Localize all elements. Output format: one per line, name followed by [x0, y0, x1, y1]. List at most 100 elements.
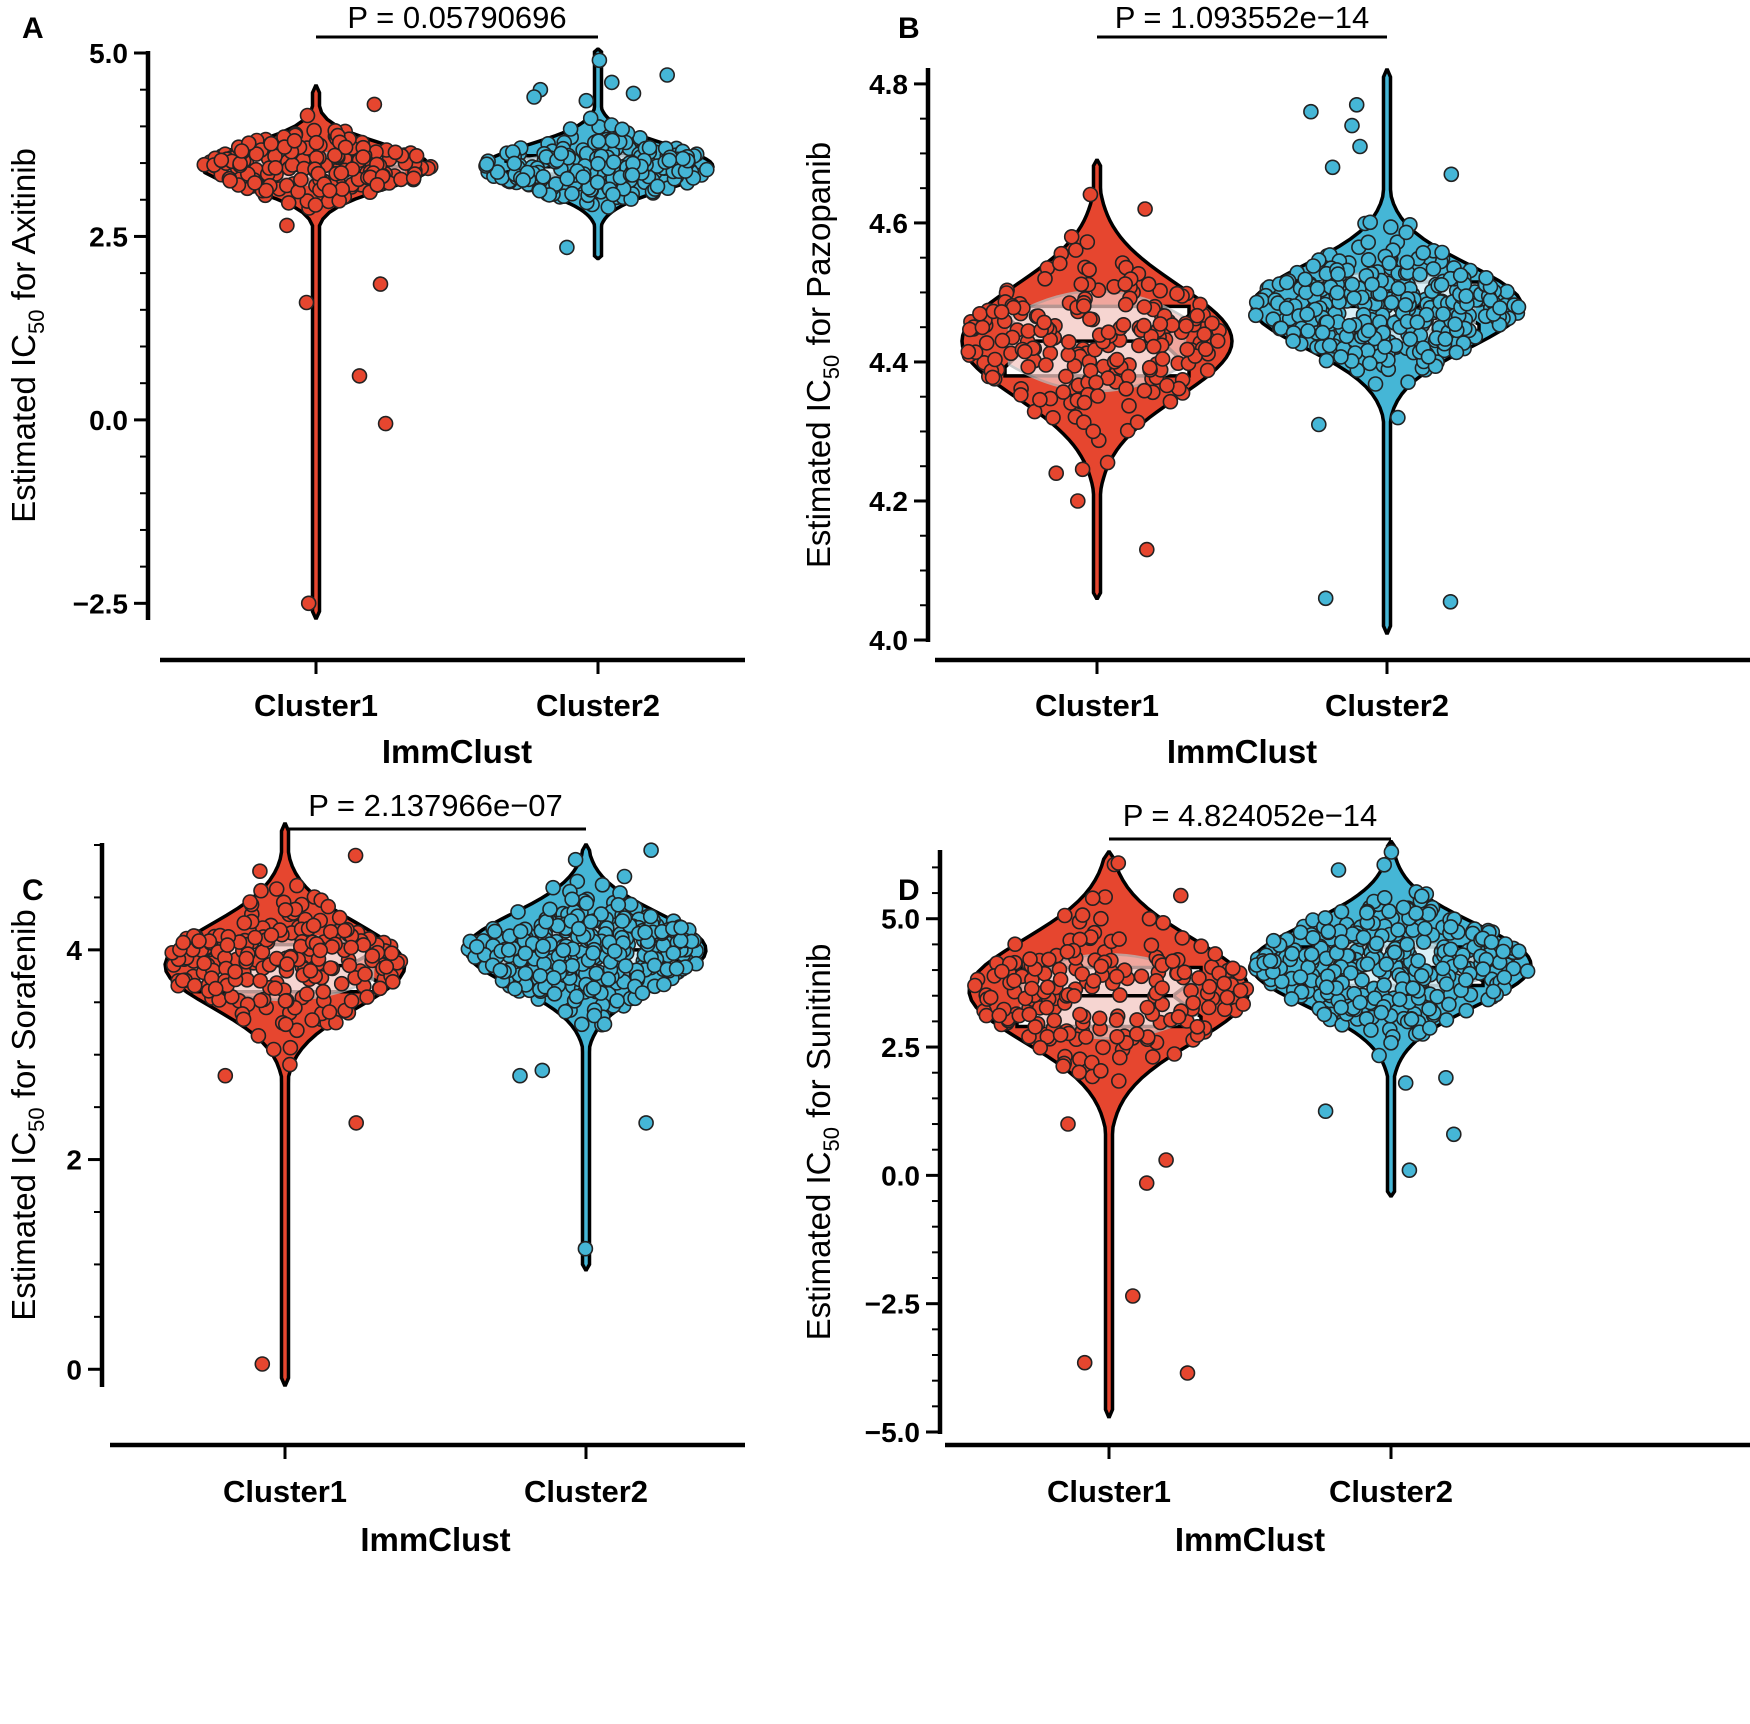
data-point: [1129, 1026, 1145, 1042]
outlier-point: [1324, 159, 1341, 176]
data-point: [1196, 326, 1213, 343]
data-point: [1232, 982, 1249, 999]
data-point: [987, 351, 1003, 368]
data-point: [1279, 274, 1295, 291]
data-point: [1085, 973, 1102, 989]
data-point: [277, 902, 294, 918]
outlier-point: [1446, 1126, 1462, 1143]
data-point: [1021, 1006, 1038, 1023]
data-point: [1088, 374, 1104, 391]
data-point: [242, 894, 258, 910]
data-point: [1377, 339, 1393, 355]
panel-letter: C: [22, 874, 44, 907]
data-point: [1084, 890, 1101, 907]
data-point: [1036, 314, 1052, 331]
data-point: [227, 963, 243, 980]
data-point: [596, 1016, 613, 1032]
outlier-point: [1311, 416, 1327, 433]
data-point: [532, 967, 549, 984]
data-point: [1162, 393, 1179, 410]
outlier-point: [559, 239, 575, 256]
data-point: [1391, 991, 1408, 1008]
outlier-point: [1179, 1365, 1196, 1381]
data-point: [1100, 324, 1117, 341]
data-point: [634, 985, 651, 1001]
ylabel-prefix: Estimated IC: [800, 1152, 837, 1341]
data-point: [1368, 935, 1385, 952]
y-tick-label: 0: [66, 1354, 82, 1385]
data-point: [1117, 296, 1134, 313]
data-point: [994, 963, 1010, 980]
data-point: [321, 1004, 338, 1020]
data-point: [1066, 988, 1082, 1004]
data-point: [1189, 1019, 1206, 1035]
data-point: [252, 992, 269, 1009]
y-tick-label: 4.6: [869, 208, 908, 239]
data-point: [343, 939, 360, 956]
data-point: [175, 934, 191, 951]
data-point: [372, 980, 388, 997]
data-point: [1225, 960, 1241, 977]
data-point: [1109, 351, 1125, 368]
data-point: [967, 977, 983, 994]
data-point: [305, 917, 322, 934]
outlier-point: [1330, 862, 1347, 878]
data-point: [1159, 377, 1175, 394]
data-point: [1285, 333, 1301, 349]
data-point: [312, 942, 329, 959]
outlier-point: [1317, 1103, 1334, 1119]
data-point: [1321, 337, 1338, 354]
p-value-label: P = 2.137966e−07: [308, 788, 563, 823]
group-cluster1: [967, 850, 1255, 1419]
data-point: [186, 977, 203, 994]
data-point: [299, 107, 316, 124]
data-point: [1354, 972, 1370, 988]
data-point: [248, 146, 265, 162]
data-point: [1059, 943, 1076, 960]
data-point: [637, 924, 653, 941]
data-point: [1305, 258, 1322, 274]
data-point: [1363, 1022, 1379, 1038]
ylabel-suffix: for Sorafenib: [5, 909, 42, 1107]
data-point: [1403, 1011, 1420, 1028]
data-point: [1093, 958, 1109, 975]
data-point: [1309, 280, 1326, 297]
data-point: [673, 919, 689, 936]
data-point: [1376, 977, 1392, 993]
outlier-point: [1317, 590, 1334, 607]
outlier-point: [217, 1067, 234, 1084]
data-point: [1074, 907, 1091, 923]
y-tick-label: 4.8: [869, 69, 908, 100]
data-point: [1292, 924, 1309, 941]
data-point: [1108, 968, 1125, 985]
data-point: [1395, 899, 1412, 916]
data-point: [384, 973, 401, 990]
data-point: [1248, 307, 1264, 324]
data-point: [1360, 322, 1377, 339]
outlier-point: [1063, 229, 1080, 245]
data-point: [575, 169, 591, 185]
outlier-point: [1344, 117, 1360, 134]
data-point: [1176, 964, 1193, 981]
data-point: [1378, 956, 1395, 973]
outlier-point: [1060, 1116, 1076, 1132]
group-cluster2: [1247, 839, 1536, 1198]
data-point: [1169, 285, 1185, 302]
data-point: [1376, 889, 1393, 906]
data-point: [564, 957, 581, 974]
data-point: [265, 1041, 282, 1058]
data-point: [1429, 988, 1445, 1005]
data-point: [331, 909, 348, 926]
data-point: [308, 134, 325, 151]
data-point: [1496, 969, 1513, 986]
outlier-point: [1442, 593, 1459, 610]
ylabel-subscript: 50: [819, 1127, 844, 1151]
data-point: [557, 1003, 574, 1020]
outlier-point: [1303, 103, 1319, 120]
data-point: [1248, 294, 1265, 311]
data-point: [1360, 251, 1377, 268]
data-point: [1316, 1006, 1333, 1023]
outlier-point: [1125, 1288, 1141, 1304]
data-point: [1333, 999, 1349, 1016]
